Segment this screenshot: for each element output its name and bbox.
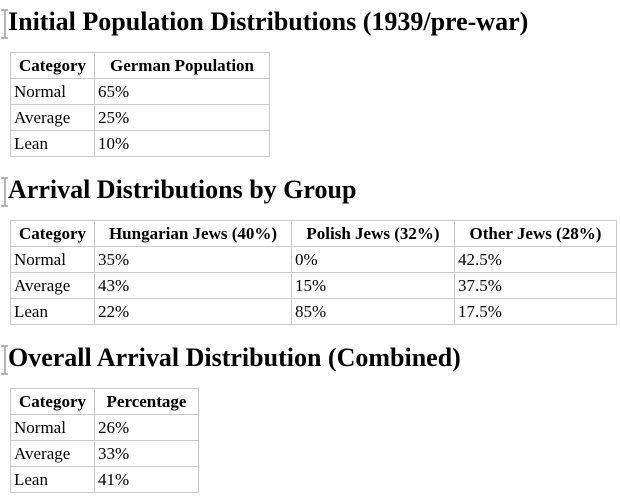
table-header-cell: Other Jews (28%): [454, 220, 617, 248]
table-cell: 33%: [94, 440, 199, 468]
table-header-cell: Percentage: [94, 388, 199, 416]
table-row: Lean 41%: [10, 466, 199, 494]
table-cell: Average: [10, 440, 95, 468]
table-cell: 10%: [94, 130, 270, 158]
table-row: Lean 22% 85% 17.5%: [10, 298, 617, 326]
bookmark-marker-icon: [1, 9, 8, 40]
table-cell: 0%: [291, 246, 455, 274]
table-header-cell: German Population: [94, 52, 270, 80]
table-cell: 26%: [94, 414, 199, 442]
table-cell: Lean: [10, 130, 95, 158]
table-row: Normal 35% 0% 42.5%: [10, 246, 617, 274]
overall-arrival-table: Category Percentage Normal 26% Average 3…: [10, 388, 199, 494]
table-cell: 17.5%: [454, 298, 617, 326]
table-row: Lean 10%: [10, 130, 270, 158]
table-header-cell: Polish Jews (32%): [291, 220, 455, 248]
table-header-cell: Category: [10, 220, 95, 248]
table-row: Normal 26%: [10, 414, 199, 442]
table-cell: Normal: [10, 414, 95, 442]
bookmark-marker-icon: [1, 345, 8, 376]
table-cell: 22%: [94, 298, 292, 326]
table-header-row: Category Hungarian Jews (40%) Polish Jew…: [10, 220, 617, 248]
table-cell: 41%: [94, 466, 199, 494]
section-overall-arrival: Overall Arrival Distribution (Combined) …: [1, 342, 620, 494]
section-heading-text: Overall Arrival Distribution (Combined): [8, 343, 461, 373]
table-cell: 43%: [94, 272, 292, 300]
bookmark-marker-icon: [1, 177, 8, 208]
table-cell: Average: [10, 104, 95, 132]
table-header-row: Category German Population: [10, 52, 270, 80]
table-cell: Lean: [10, 466, 95, 494]
table-row: Average 33%: [10, 440, 199, 468]
table-cell: 25%: [94, 104, 270, 132]
table-header-cell: Hungarian Jews (40%): [94, 220, 292, 248]
section-arrival-by-group: Arrival Distributions by Group Category …: [1, 174, 620, 326]
table-row: Normal 65%: [10, 78, 270, 106]
section-initial-population: Initial Population Distributions (1939/p…: [1, 6, 620, 158]
section-heading: Initial Population Distributions (1939/p…: [1, 6, 620, 40]
table-header-row: Category Percentage: [10, 388, 199, 416]
table-cell: 37.5%: [454, 272, 617, 300]
table-cell: Normal: [10, 78, 95, 106]
table-row: Average 25%: [10, 104, 270, 132]
table-row: Average 43% 15% 37.5%: [10, 272, 617, 300]
table-cell: Lean: [10, 298, 95, 326]
table-cell: 35%: [94, 246, 292, 274]
table-cell: Normal: [10, 246, 95, 274]
table-cell: 85%: [291, 298, 455, 326]
table-header-cell: Category: [10, 388, 95, 416]
table-header-cell: Category: [10, 52, 95, 80]
table-cell: Average: [10, 272, 95, 300]
section-heading: Overall Arrival Distribution (Combined): [1, 342, 620, 376]
table-cell: 42.5%: [454, 246, 617, 274]
arrival-by-group-table: Category Hungarian Jews (40%) Polish Jew…: [10, 220, 617, 326]
section-heading: Arrival Distributions by Group: [1, 174, 620, 208]
table-cell: 15%: [291, 272, 455, 300]
section-heading-text: Arrival Distributions by Group: [8, 175, 357, 205]
section-heading-text: Initial Population Distributions (1939/p…: [8, 7, 529, 36]
initial-population-table: Category German Population Normal 65% Av…: [10, 52, 270, 158]
table-cell: 65%: [94, 78, 270, 106]
